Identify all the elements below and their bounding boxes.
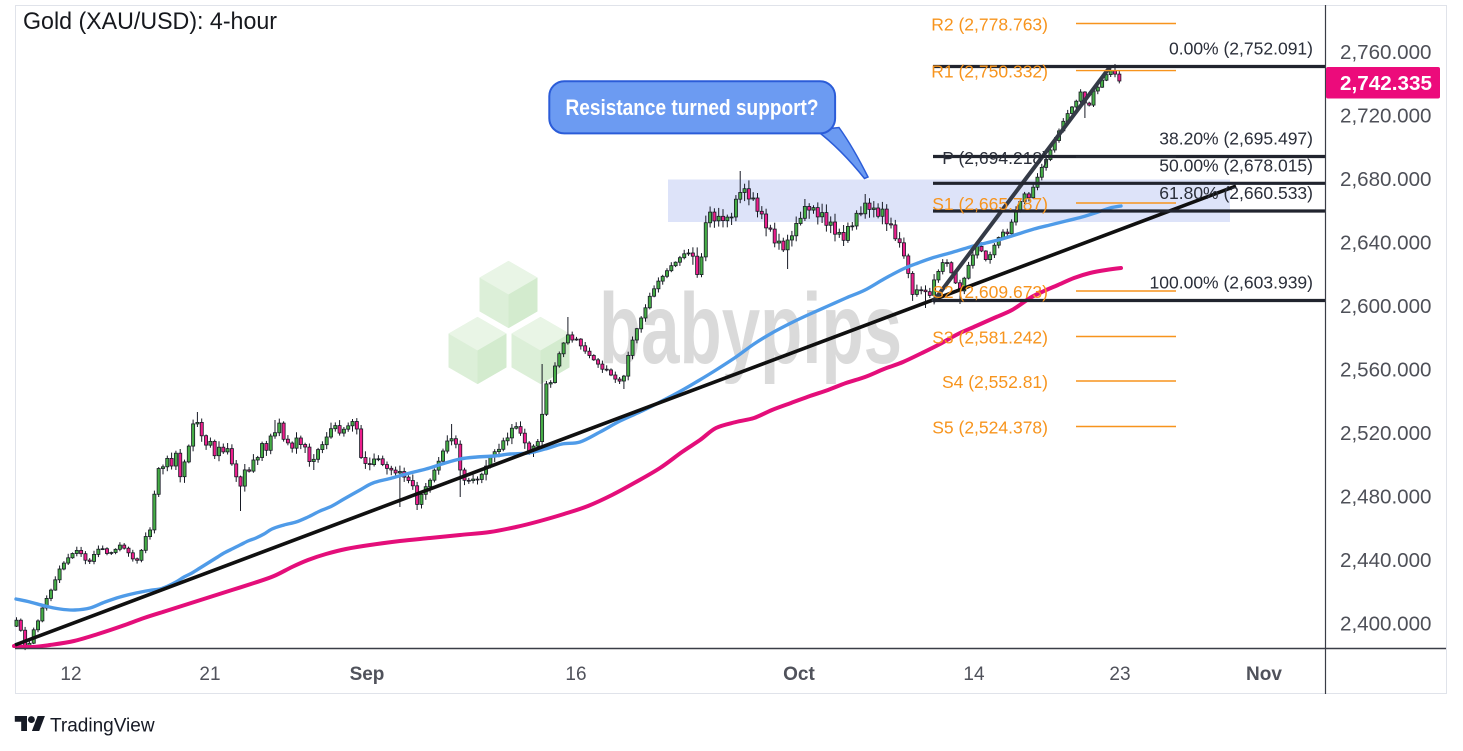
svg-text:Oct: Oct	[783, 664, 815, 685]
svg-text:2,760.000: 2,760.000	[1340, 42, 1432, 64]
svg-text:2,680.000: 2,680.000	[1340, 169, 1432, 191]
svg-text:Nov: Nov	[1246, 664, 1282, 685]
svg-text:0.00% (2,752.091): 0.00% (2,752.091)	[1169, 39, 1313, 59]
svg-text:2,520.000: 2,520.000	[1340, 423, 1432, 445]
svg-text:12: 12	[60, 664, 81, 685]
svg-text:2,720.000: 2,720.000	[1340, 106, 1432, 128]
svg-text:R1 (2,750.332): R1 (2,750.332)	[931, 62, 1048, 82]
svg-text:TradingView: TradingView	[50, 716, 155, 737]
svg-text:14: 14	[963, 664, 985, 685]
svg-text:21: 21	[199, 664, 220, 685]
svg-text:2,640.000: 2,640.000	[1340, 233, 1432, 255]
svg-text:2,600.000: 2,600.000	[1340, 296, 1432, 318]
svg-text:100.00% (2,603.939): 100.00% (2,603.939)	[1150, 273, 1313, 293]
svg-text:61.80% (2,660.533): 61.80% (2,660.533)	[1159, 183, 1313, 203]
svg-text:23: 23	[1109, 664, 1130, 685]
svg-text:S4 (2,552.81): S4 (2,552.81)	[942, 372, 1048, 392]
svg-text:50.00% (2,678.015): 50.00% (2,678.015)	[1159, 155, 1313, 175]
svg-text:S1 (2,665.787): S1 (2,665.787)	[932, 194, 1048, 214]
svg-text:S3 (2,581.242): S3 (2,581.242)	[932, 328, 1048, 348]
svg-text:16: 16	[565, 664, 586, 685]
svg-text:2,480.000: 2,480.000	[1340, 487, 1432, 509]
svg-text:2,742.335: 2,742.335	[1340, 73, 1432, 95]
svg-text:Resistance turned support?: Resistance turned support?	[566, 95, 819, 120]
svg-text:2,560.000: 2,560.000	[1340, 360, 1432, 382]
svg-text:Sep: Sep	[350, 664, 385, 685]
svg-text:P (2,694.218): P (2,694.218)	[942, 148, 1048, 168]
svg-text:38.20% (2,695.497): 38.20% (2,695.497)	[1159, 129, 1313, 149]
svg-text:2,440.000: 2,440.000	[1340, 550, 1432, 572]
svg-text:R2 (2,778.763): R2 (2,778.763)	[931, 15, 1048, 35]
svg-text:Gold (XAU/USD): 4-hour: Gold (XAU/USD): 4-hour	[23, 8, 277, 35]
svg-text:2,400.000: 2,400.000	[1340, 614, 1432, 636]
svg-text:S2 (2,609.673): S2 (2,609.673)	[932, 282, 1048, 302]
svg-text:S5 (2,524.378): S5 (2,524.378)	[932, 418, 1048, 438]
